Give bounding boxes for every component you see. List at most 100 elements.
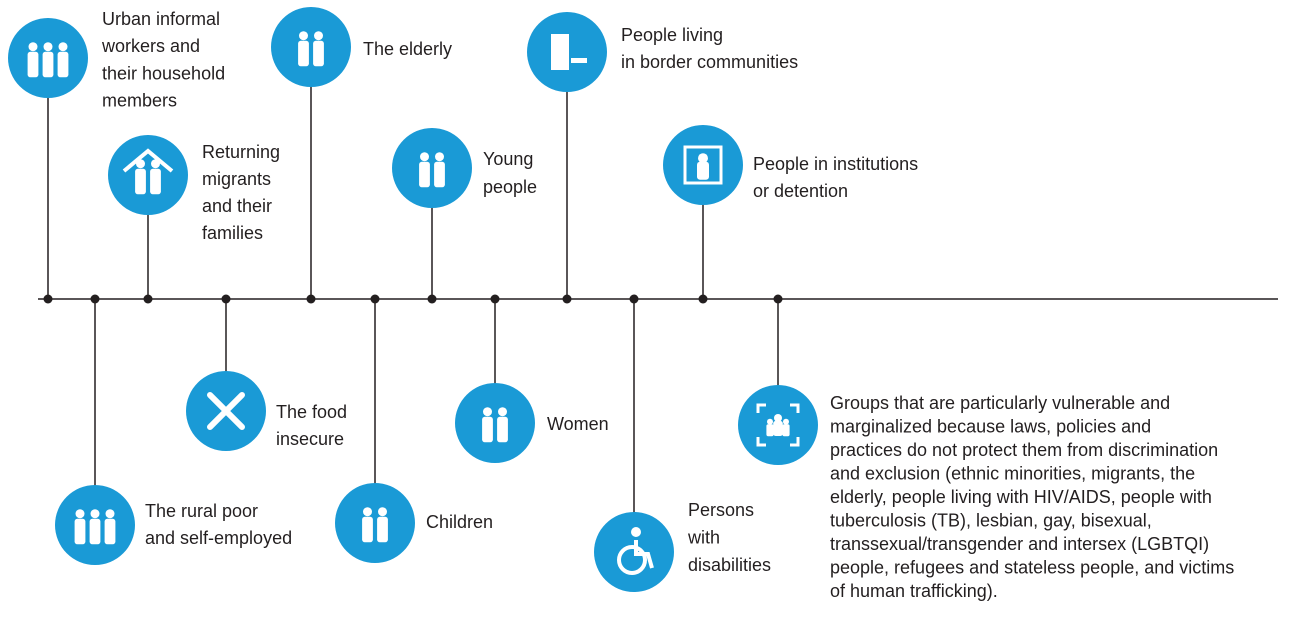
node-dot [698,294,708,304]
icon-body [298,40,309,67]
icon-body [419,161,430,188]
icon-body [377,516,388,543]
node-circle [271,7,351,87]
node-icon [298,31,324,67]
icon-head [105,509,115,519]
node-label: and exclusion (ethnic minorities, migran… [830,463,1195,483]
node-dot [629,294,639,304]
node-label: Young [483,149,533,169]
icon-wheel [617,545,647,575]
node-icon [74,509,116,545]
icon-body [434,161,445,188]
node-label: People in institutions [753,154,918,174]
icon-utensils [207,392,245,430]
node-icon [683,145,723,185]
icon-frame [756,403,800,447]
icon-body [150,168,161,195]
node-label: their household [102,63,225,83]
node-icon [207,392,245,430]
node-label: and self-employed [145,528,292,548]
icon-roof [122,148,174,173]
icon-body [27,51,39,78]
node-dot [43,294,53,304]
node-icon [122,148,174,195]
node-label: disabilities [688,555,771,575]
icon-body [104,518,116,545]
icon-head [698,153,708,164]
node-label: and their [202,196,272,216]
node-circle [335,483,415,563]
icon-building [551,34,569,70]
node-dot [773,294,783,304]
icon-head [420,152,429,162]
icon-head [631,527,641,537]
icon-head [151,159,160,169]
icon-body [89,518,101,545]
node-dot [490,294,500,304]
icon-head [58,42,68,52]
icon-fence [571,58,587,63]
node-label: Persons [688,500,754,520]
node-icon [756,403,800,447]
node-label: in border communities [621,52,798,72]
node-icon [419,152,445,188]
node-label: practices do not protect them from discr… [830,440,1218,460]
node-label: The food [276,402,347,422]
icon-body [135,168,146,195]
icon-body [634,540,654,569]
node-circle [455,383,535,463]
icon-body [697,161,709,180]
node-dot [427,294,437,304]
node-icon [362,507,388,543]
icon-body [362,516,373,543]
icon-head [483,407,492,417]
node-label: The rural poor [145,501,258,521]
node-label: elderly, people living with HIV/AIDS, pe… [830,487,1212,507]
icon-body [482,416,493,443]
node-label: or detention [753,181,848,201]
icon-head [435,152,444,162]
icon-body [497,416,508,443]
icon-body [766,424,774,437]
icon-head [299,31,308,41]
node-icon [27,42,69,78]
node-dot [143,294,153,304]
node-dot [90,294,100,304]
icon-head [783,418,789,425]
icon-head [767,418,773,425]
icon-head [378,507,387,517]
node-icon [551,34,587,70]
node-label: people, refugees and stateless people, a… [830,557,1234,577]
icon-head [28,42,38,52]
node-dot [562,294,572,304]
icon-body [42,51,54,78]
node-dot [306,294,316,304]
node-label: transsexual/transgender and intersex (LG… [830,534,1209,554]
icon-body [773,421,783,436]
node-label: Groups that are particularly vulnerable … [830,393,1170,413]
node-label: The elderly [363,39,452,59]
node-label: Urban informal [102,9,220,29]
node-label: workers and [101,36,200,56]
node-label: Children [426,512,493,532]
node-circle [392,128,472,208]
icon-head [75,509,85,519]
node-label: migrants [202,169,271,189]
icon-body [74,518,86,545]
node-label: of human trafficking). [830,581,998,601]
node-icon [482,407,508,443]
node-label: Returning [202,142,280,162]
node-label: insecure [276,429,344,449]
node-label: people [483,177,537,197]
icon-head [90,509,100,519]
icon-head [498,407,507,417]
icon-body [313,40,324,67]
node-dot [370,294,380,304]
node-label: with [687,527,720,547]
icon-cell [683,145,723,185]
node-label: tuberculosis (TB), lesbian, gay, bisexua… [830,510,1152,530]
node-circle [108,135,188,215]
icon-head [314,31,323,41]
icon-head [774,414,782,422]
